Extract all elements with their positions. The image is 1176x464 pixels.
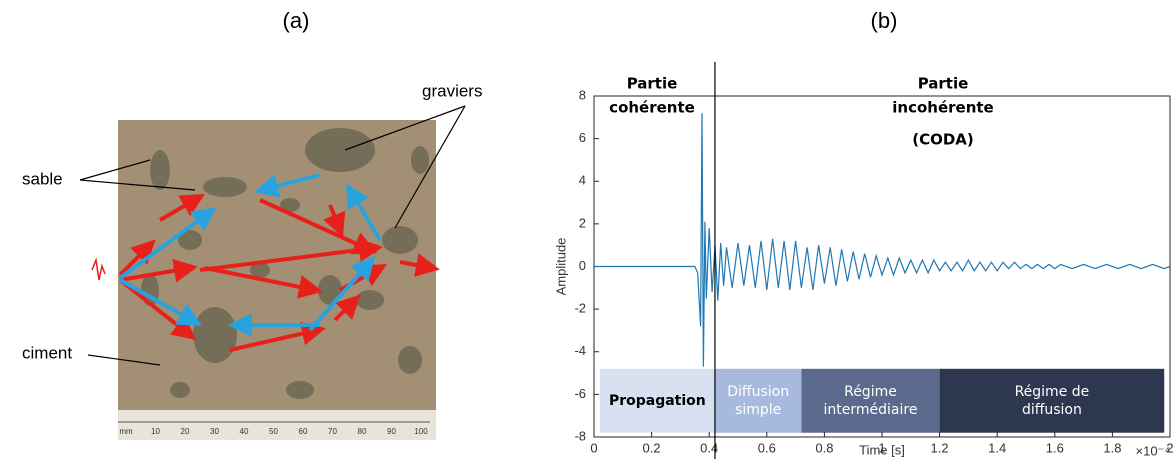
y-tick-label: -8 xyxy=(574,428,586,443)
ruler-label: 60 xyxy=(299,427,308,436)
annotation: incohérente xyxy=(892,99,993,117)
x-tick-label: 1.6 xyxy=(1046,440,1064,455)
annotation: cohérente xyxy=(609,99,695,117)
x-tick-label: 0.8 xyxy=(815,440,833,455)
annotation: Partie xyxy=(627,75,678,93)
regime-label: Régime xyxy=(844,384,897,400)
x-axis-label: Time [s] xyxy=(859,442,905,457)
x-tick-label: 0.4 xyxy=(700,440,718,455)
signal-line xyxy=(594,113,1171,367)
regime-label: Diffusion xyxy=(727,384,789,400)
y-tick-label: 8 xyxy=(579,87,586,102)
y-tick-label: -2 xyxy=(574,301,586,316)
x-multiplier: ×10⁻⁴ xyxy=(1136,443,1171,458)
y-tick-label: -4 xyxy=(574,343,586,358)
label-graviers: graviers xyxy=(422,81,482,100)
ruler-label: mm xyxy=(119,427,133,436)
x-tick-label: 0.2 xyxy=(643,440,661,455)
regime-label: simple xyxy=(735,402,781,418)
annotation: Partie xyxy=(918,75,969,93)
ruler-label: 80 xyxy=(358,427,367,436)
x-tick-label: 2 xyxy=(1166,440,1173,455)
label-ciment: ciment xyxy=(22,343,72,362)
regime-label: diffusion xyxy=(1022,402,1082,418)
y-tick-label: 0 xyxy=(579,258,586,273)
x-tick-label: 1.4 xyxy=(988,440,1006,455)
chart: (b) Propagation Diffusion simple Régime inter… xyxy=(553,8,1174,459)
x-tick-label: 1.8 xyxy=(1103,440,1121,455)
ruler-label: 100 xyxy=(414,427,428,436)
label-leaders xyxy=(79,105,466,366)
x-tick-label: 1.2 xyxy=(931,440,949,455)
regime-band xyxy=(714,368,802,433)
label-sable: sable xyxy=(22,169,63,188)
ruler-label: 40 xyxy=(240,427,249,436)
y-tick-label: -6 xyxy=(574,386,586,401)
regime-label: Propagation xyxy=(609,393,706,409)
panel-a-title: (a) xyxy=(283,8,310,33)
regime-label: intermédiaire xyxy=(824,402,918,418)
ruler-label: 50 xyxy=(269,427,278,436)
ruler-label: 70 xyxy=(328,427,337,436)
x-tick-label: 0 xyxy=(590,440,597,455)
chart-title: (b) xyxy=(871,8,898,33)
y-tick-label: 2 xyxy=(579,215,586,230)
regime-band xyxy=(599,368,715,433)
ruler-label: 90 xyxy=(387,427,396,436)
x-tick-label: 1 xyxy=(878,440,885,455)
regime-band xyxy=(939,368,1165,433)
regime-label: Régime de xyxy=(1015,384,1090,400)
ruler-label: 10 xyxy=(151,427,160,436)
y-tick-label: 4 xyxy=(579,173,586,188)
regime-band xyxy=(801,368,940,433)
arrows xyxy=(91,173,440,352)
annotation: (CODA) xyxy=(912,131,974,149)
ruler-label: 30 xyxy=(210,427,219,436)
ruler-label: 20 xyxy=(181,427,190,436)
concrete-photo xyxy=(118,120,436,440)
y-axis-label: Amplitude xyxy=(553,238,568,296)
x-tick-label: 0.6 xyxy=(758,440,776,455)
y-tick-label: 6 xyxy=(579,130,586,145)
ruler: mm 10 20 30 40 50 60 70 80 90 100 xyxy=(119,427,428,436)
